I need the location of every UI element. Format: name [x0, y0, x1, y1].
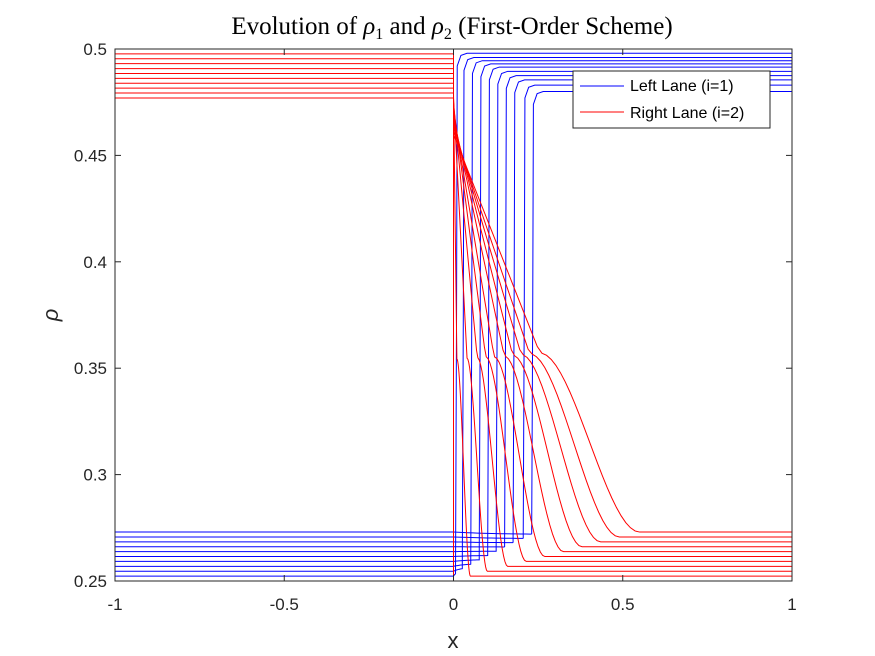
- right-lane-curve: [115, 97, 792, 533]
- legend-label-left-lane: Left Lane (i=1): [630, 78, 734, 95]
- x-tick-label: -0.5: [270, 595, 299, 614]
- chart-title: Evolution of ρ1 and ρ2 (First-Order Sche…: [231, 13, 672, 43]
- y-axis-label: ρ: [38, 309, 63, 323]
- legend: Left Lane (i=1) Right Lane (i=2): [572, 70, 771, 129]
- x-tick-label: 0: [449, 595, 458, 614]
- y-tick-label: 0.3: [83, 466, 107, 485]
- tick-layer: -1 -0.5 0 0.5 1 0.25 0.3 0.35 0.4 0.45 0.5: [74, 40, 797, 614]
- right-lane-curve: [115, 87, 792, 543]
- left-lane-curve: [115, 63, 792, 562]
- x-tick-label: 0.5: [611, 595, 635, 614]
- right-lane-curve: [115, 77, 792, 553]
- right-lane-curve: [115, 63, 792, 567]
- y-tick-label: 0.35: [74, 359, 107, 378]
- left-lane-curve: [115, 79, 792, 544]
- right-lane-curve: [115, 92, 792, 538]
- right-lane-curve: [115, 82, 792, 548]
- right-lane-curve: [115, 53, 792, 577]
- left-lane-curve: [115, 57, 792, 572]
- legend-box: [572, 70, 771, 129]
- right-lane-curve: [115, 72, 792, 558]
- right-lane-curve: [115, 68, 792, 562]
- left-lane-curve: [115, 91, 792, 535]
- y-tick-label: 0.5: [83, 40, 107, 59]
- series-layer: [115, 48, 792, 582]
- x-axis-label: x: [448, 628, 459, 653]
- y-tick-label: 0.4: [83, 253, 107, 272]
- left-lane-curve: [115, 75, 792, 548]
- x-tick-label: -1: [107, 595, 122, 614]
- y-tick-label: 0.45: [74, 146, 107, 165]
- right-lane-curve: [115, 58, 792, 572]
- left-lane-curve: [115, 66, 792, 558]
- legend-label-right-lane: Right Lane (i=2): [630, 105, 744, 122]
- x-tick-label: 1: [787, 595, 796, 614]
- y-tick-label: 0.25: [74, 572, 107, 591]
- left-lane-curve: [115, 70, 792, 553]
